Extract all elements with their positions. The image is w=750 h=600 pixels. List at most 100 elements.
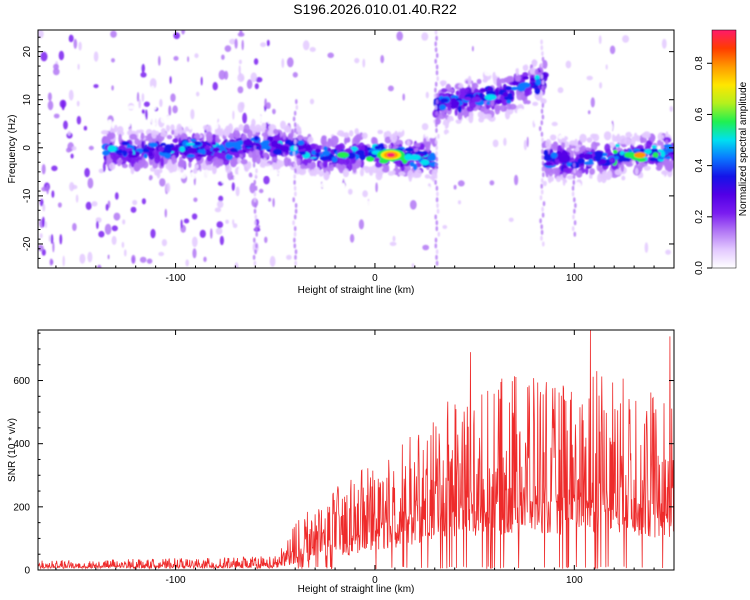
- spectrogram-cell: [53, 68, 60, 76]
- spectrogram-cell: [248, 151, 254, 158]
- spectrogram-cell: [227, 30, 233, 36]
- spectrogram-cell: [109, 179, 118, 186]
- spectrogram-cell: [661, 38, 667, 49]
- spectrogram-cell: [164, 208, 167, 218]
- spectrogram-cell: [169, 76, 172, 84]
- spectrogram-cell: [573, 128, 582, 138]
- spectrogram-cell: [293, 110, 297, 116]
- spectrogram-cell: [362, 190, 368, 198]
- spectrogram-cell: [261, 122, 267, 129]
- spectrogram-cell: [327, 52, 335, 59]
- spectrogram-cell: [486, 127, 493, 136]
- spectrogram-cell: [196, 110, 200, 120]
- figure-title: S196.2026.010.01.40.R22: [293, 1, 457, 17]
- spectrogram-cell: [253, 237, 256, 243]
- spectrogram-cell: [319, 162, 324, 167]
- spectrogram-cell: [508, 103, 517, 110]
- spectrogram-cell: [416, 185, 422, 192]
- spectrogram-cell: [513, 112, 518, 117]
- spectrogram-cell: [406, 129, 410, 136]
- spectrogram-cell: [450, 95, 459, 99]
- spectrogram-cell: [141, 198, 146, 205]
- spectrogram-cell: [399, 245, 403, 251]
- spectrogram-cell: [454, 108, 458, 116]
- colorbar-gradient: [712, 30, 736, 268]
- spectrogram-cell: [515, 66, 519, 76]
- spectrogram-cell: [420, 159, 430, 166]
- spectrogram-cell: [206, 164, 214, 171]
- spectrogram-cell: [292, 151, 296, 157]
- spectrogram-cell: [84, 167, 90, 178]
- spectrogram-cell: [434, 174, 438, 180]
- spectrogram-cell: [389, 241, 397, 246]
- spectrogram-cell: [593, 185, 597, 191]
- spectrogram-cell: [238, 59, 242, 65]
- spectrogram-cell: [490, 99, 495, 107]
- spectrogram-cell: [294, 249, 298, 255]
- spectrogram-x-tick-label: 0: [372, 273, 378, 284]
- spectrogram-cell: [421, 123, 429, 131]
- spectrogram-cell: [373, 126, 378, 136]
- spectrogram-cell: [196, 91, 200, 97]
- spectrogram-cell: [227, 78, 232, 89]
- spectrogram-cell: [464, 97, 472, 101]
- spectrogram-cell: [620, 162, 625, 173]
- spectrogram-cell: [625, 131, 633, 138]
- spectrogram-cell: [463, 88, 469, 93]
- spectrogram-cell: [508, 75, 514, 83]
- spectrogram-cell: [272, 108, 276, 115]
- spectrogram-cell: [433, 93, 437, 99]
- spectrogram-cell: [104, 245, 111, 254]
- spectrogram-cell: [205, 131, 213, 141]
- spectrogram-cell: [148, 142, 158, 148]
- spectrogram-cell: [429, 133, 435, 139]
- spectrogram-cell: [315, 152, 320, 157]
- spectrogram-cell: [574, 182, 582, 191]
- spectrogram-cell: [267, 45, 270, 55]
- spectrogram-cell: [420, 143, 425, 151]
- spectrogram-cell: [572, 179, 576, 185]
- spectrogram-cell: [141, 93, 145, 102]
- spectrogram-cell: [268, 197, 272, 202]
- spectrogram-cell: [187, 56, 190, 63]
- spectrogram-cell: [235, 186, 240, 197]
- spectrogram-cell: [193, 141, 202, 146]
- spectrogram-cell: [542, 201, 546, 207]
- spectrogram-cell: [555, 175, 562, 183]
- spectrogram-cell: [193, 197, 198, 203]
- spectrogram-cell: [506, 99, 512, 104]
- spectrogram-cell: [594, 152, 601, 157]
- spectrogram-cell: [435, 110, 439, 116]
- spectrogram-cell: [163, 169, 170, 175]
- spectrogram-cell: [435, 151, 438, 157]
- spectrogram-cell: [258, 188, 264, 194]
- spectrogram-cell: [374, 145, 381, 150]
- spectrogram-cell: [609, 179, 615, 190]
- colorbar-tick-label: 0.4: [694, 158, 705, 172]
- spectrogram-cell: [435, 260, 439, 266]
- spectrogram-y-tick-label: -10: [22, 188, 33, 203]
- spectrogram-cell: [644, 242, 649, 253]
- spectrogram-cell: [597, 173, 603, 183]
- spectrogram-cell: [542, 241, 545, 247]
- spectrogram-cell: [53, 113, 60, 119]
- spectrogram-cell: [253, 179, 257, 185]
- spectrogram-cell: [72, 223, 77, 231]
- spectrogram-cell: [272, 156, 278, 162]
- spectrogram-cell: [446, 88, 455, 93]
- spectrogram-cell: [253, 156, 256, 162]
- spectrogram-cell: [604, 143, 611, 153]
- spectrogram-cell: [434, 214, 438, 220]
- spectrogram-cell: [434, 104, 438, 110]
- spectrogram-cell: [283, 157, 290, 167]
- spectrogram-cell: [533, 114, 538, 125]
- spectrogram-cell: [347, 152, 356, 159]
- spectrogram-cell: [132, 175, 139, 185]
- spectrogram-cell: [435, 249, 439, 255]
- spectrogram-cell: [541, 212, 545, 218]
- spectrogram-cell: [75, 194, 79, 203]
- spectrogram-cell: [250, 142, 261, 147]
- spectrogram-cell: [484, 68, 492, 77]
- spectrogram-cell: [605, 188, 610, 195]
- spectrogram-cell: [230, 148, 238, 153]
